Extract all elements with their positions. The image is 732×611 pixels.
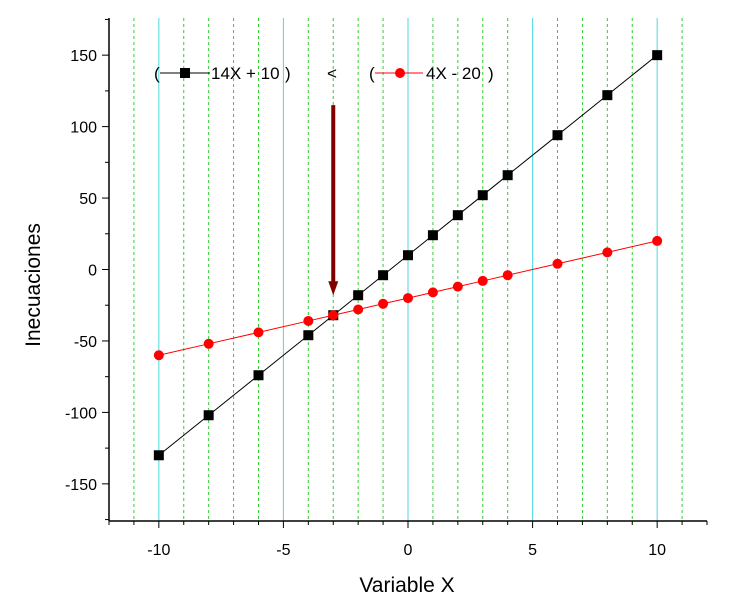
data-point [403,293,413,304]
data-point [253,370,264,381]
data-point [253,327,264,338]
legend-label-series-1: 14X + 10 [211,64,280,83]
data-point [652,50,663,61]
y-tick-label: -100 [65,405,97,422]
y-tick-label: 0 [88,263,97,280]
grid [133,18,683,521]
data-point [427,230,438,241]
data-point [303,330,314,341]
y-tick-label: -50 [74,334,97,351]
data-point [328,310,339,321]
x-axis-title: Variable X [359,574,454,597]
data-point [403,250,413,261]
data-point [602,247,613,258]
legend-marker-series-1 [180,68,190,78]
x-tick-label: -10 [147,542,170,559]
y-tick-label: 100 [70,120,97,137]
y-axis-title: Inecuaciones [22,223,45,347]
legend-label-series-2: 4X - 20 [426,64,481,83]
y-tick-label: 50 [79,191,97,208]
data-point [353,290,364,301]
data-point [452,281,463,292]
x-tick-label: 0 [404,542,413,559]
data-point [378,270,389,281]
data-point [502,270,513,281]
x-tick-label: -5 [276,542,290,559]
data-point [427,287,438,298]
data-point [602,90,613,101]
legend-close-paren-2: ) [488,64,494,83]
legend-open-paren-2: ( [369,64,375,83]
data-point [477,190,488,201]
legend: ( 14X + 10 ) < ( 4X - 20 ) [154,64,494,83]
data-point [203,338,214,349]
data-point [652,235,663,246]
x-tick-label: 5 [528,542,537,559]
data-point [153,450,164,461]
data-point [153,350,164,361]
legend-open-paren-1: ( [154,64,160,83]
series-layer [153,50,663,461]
data-point [303,315,314,326]
data-point [552,258,563,269]
legend-marker-series-2 [395,68,405,78]
data-point [552,130,563,141]
data-point [502,170,513,181]
data-point [353,304,364,315]
y-tick-label: 150 [70,48,97,65]
y-tick-label: -150 [65,477,97,494]
annotation-arrow-head [328,281,339,296]
data-point [452,210,463,221]
legend-close-paren-1: ) [285,64,291,83]
legend-operator: < [327,64,337,83]
x-tick-label: 10 [648,542,666,559]
annotation-layer [328,105,339,296]
data-point [203,410,214,421]
data-point [378,298,389,309]
data-point [477,275,488,286]
series-2 [153,235,663,361]
